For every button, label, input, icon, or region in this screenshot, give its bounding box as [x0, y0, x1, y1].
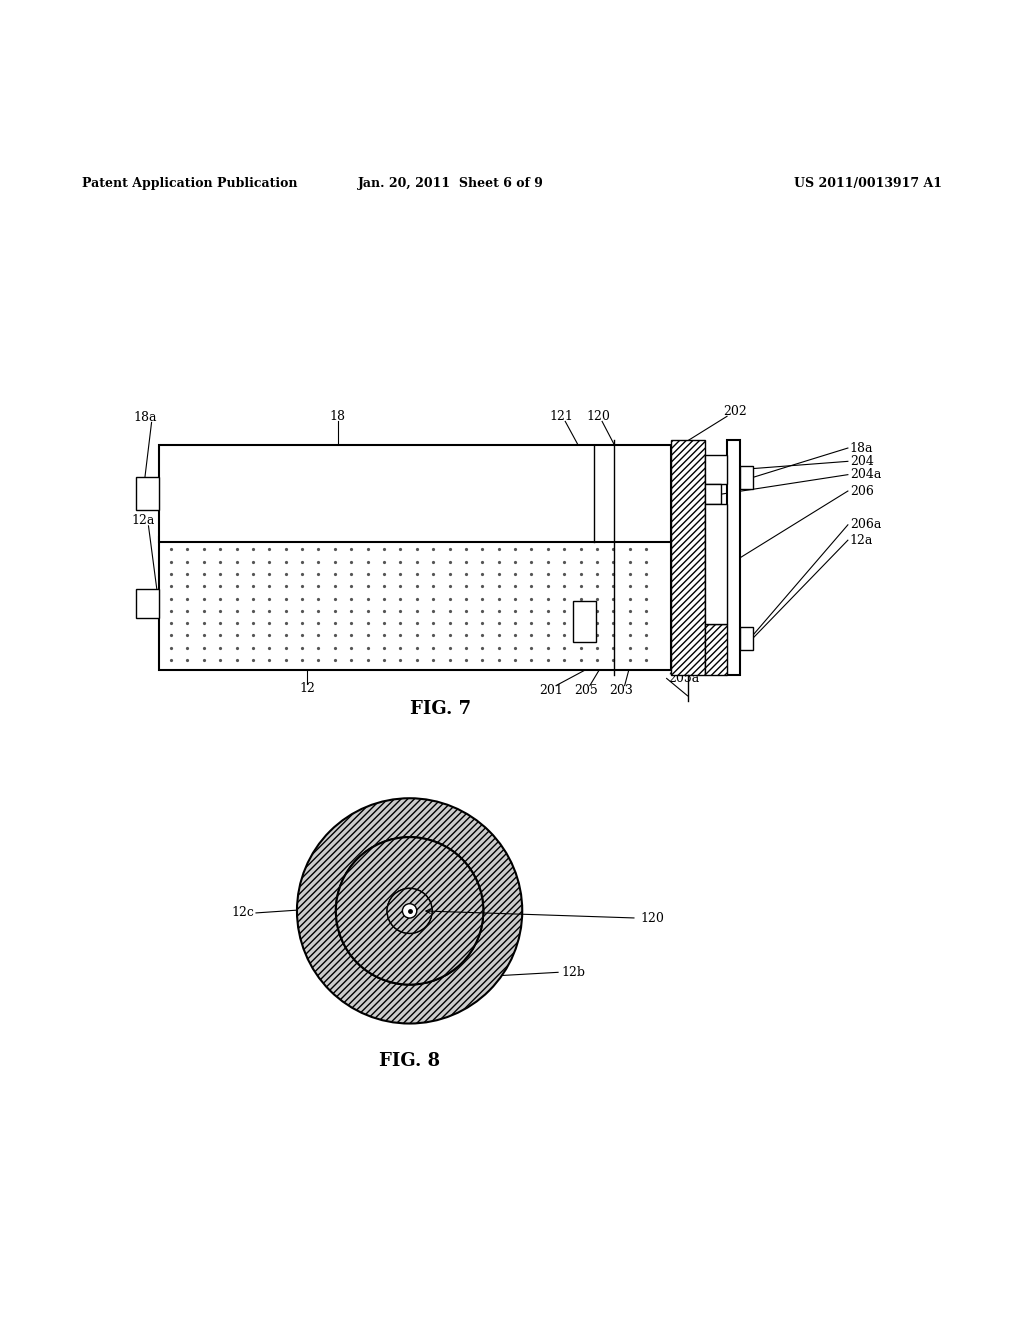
Text: Jan. 20, 2011  Sheet 6 of 9: Jan. 20, 2011 Sheet 6 of 9	[357, 177, 544, 190]
Text: 204a: 204a	[850, 469, 882, 482]
Text: 120: 120	[586, 409, 610, 422]
Bar	[740, 466, 753, 488]
Bar	[705, 484, 722, 504]
Text: 12a: 12a	[850, 533, 873, 546]
Bar	[705, 504, 727, 624]
Text: 201: 201	[539, 684, 563, 697]
Text: 204: 204	[850, 455, 873, 467]
Text: 121: 121	[549, 409, 573, 422]
Bar	[727, 440, 740, 676]
Bar	[705, 624, 727, 676]
Bar	[136, 478, 159, 510]
Text: Patent Application Publication: Patent Application Publication	[82, 177, 297, 190]
Bar	[159, 445, 671, 543]
Text: 120: 120	[640, 912, 664, 924]
Text: FIG. 8: FIG. 8	[379, 1052, 440, 1071]
Text: 206: 206	[850, 484, 873, 498]
Text: 205: 205	[573, 684, 598, 697]
Circle shape	[402, 904, 417, 917]
Text: 18a: 18a	[133, 411, 157, 424]
Text: 206a: 206a	[850, 519, 882, 532]
Text: 205a: 205a	[669, 672, 700, 685]
Circle shape	[297, 799, 522, 1023]
Text: 18: 18	[330, 409, 346, 422]
Bar	[573, 601, 596, 642]
Bar	[136, 589, 159, 618]
Bar	[705, 455, 727, 484]
Circle shape	[387, 888, 432, 933]
Circle shape	[336, 837, 483, 985]
Text: 12a: 12a	[131, 515, 155, 527]
Circle shape	[387, 888, 432, 933]
Bar	[740, 627, 753, 649]
Circle shape	[336, 837, 483, 985]
Text: US 2011/0013917 A1: US 2011/0013917 A1	[794, 177, 942, 190]
Text: 18a: 18a	[850, 441, 873, 454]
Bar	[671, 440, 705, 676]
Text: FIG. 7: FIG. 7	[410, 700, 471, 718]
Text: 203: 203	[609, 684, 634, 697]
Text: 202: 202	[723, 405, 748, 417]
Text: 12a: 12a	[417, 997, 439, 1010]
Bar	[159, 537, 671, 671]
Text: 12: 12	[299, 682, 315, 696]
Text: 12b: 12b	[561, 966, 585, 979]
Text: 12c: 12c	[231, 907, 254, 920]
